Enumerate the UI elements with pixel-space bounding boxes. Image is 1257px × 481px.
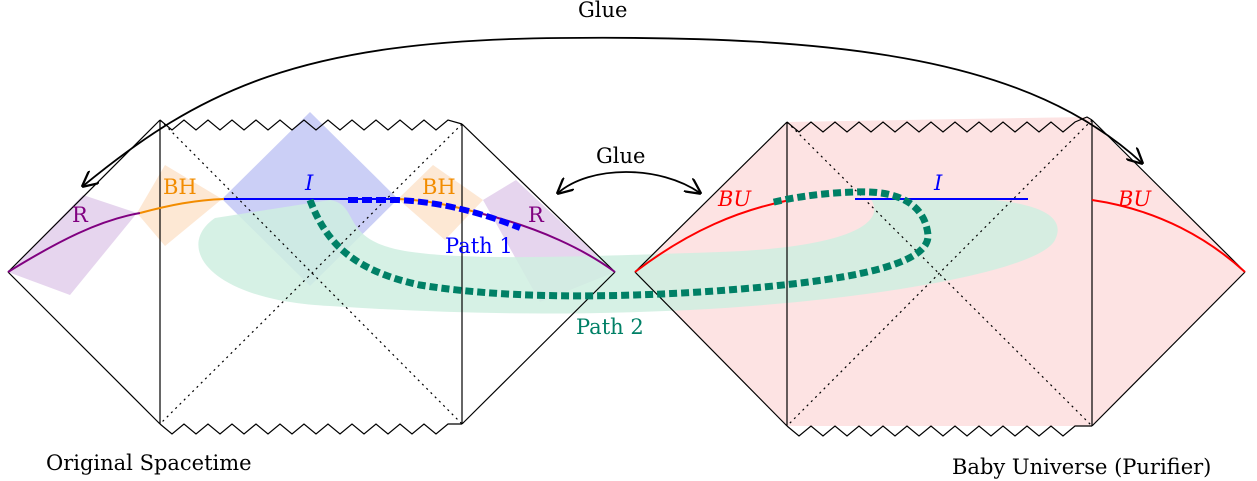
glue-top-label: Glue bbox=[578, 0, 627, 22]
r-left-curve bbox=[7, 212, 141, 273]
path1-label: Path 1 bbox=[445, 234, 513, 258]
bu-right-curve bbox=[1091, 199, 1246, 273]
singularity-top-right bbox=[786, 116, 1093, 133]
glue-mid-label: Glue bbox=[596, 144, 645, 168]
singularity-bottom-left bbox=[159, 423, 462, 435]
bh-left-curve bbox=[139, 198, 225, 214]
original-spacetime-label: Original Spacetime bbox=[46, 451, 252, 475]
bu-left-curve bbox=[634, 199, 791, 273]
baby-universe-label: Baby Universe (Purifier) bbox=[952, 455, 1211, 479]
glue-top-arrow bbox=[83, 36, 1142, 186]
island-left-label: I bbox=[304, 171, 314, 195]
island-right-label: I bbox=[933, 171, 943, 195]
path2-curve bbox=[306, 188, 932, 300]
singularity-bottom-right bbox=[786, 425, 1092, 437]
r-left-wedge bbox=[8, 195, 137, 295]
bh-left-label: BH bbox=[163, 175, 197, 199]
bu-left-label: BU bbox=[717, 187, 752, 211]
glue-mid-arrow bbox=[558, 171, 700, 193]
path1-curve bbox=[348, 197, 522, 231]
path2-label: Path 2 bbox=[576, 315, 644, 339]
bu-right-label: BU bbox=[1117, 187, 1152, 211]
singularity-top-left bbox=[159, 119, 463, 131]
r-right-label: R bbox=[528, 203, 545, 227]
r-left-label: R bbox=[72, 203, 89, 227]
bh-right-label: BH bbox=[422, 175, 456, 199]
